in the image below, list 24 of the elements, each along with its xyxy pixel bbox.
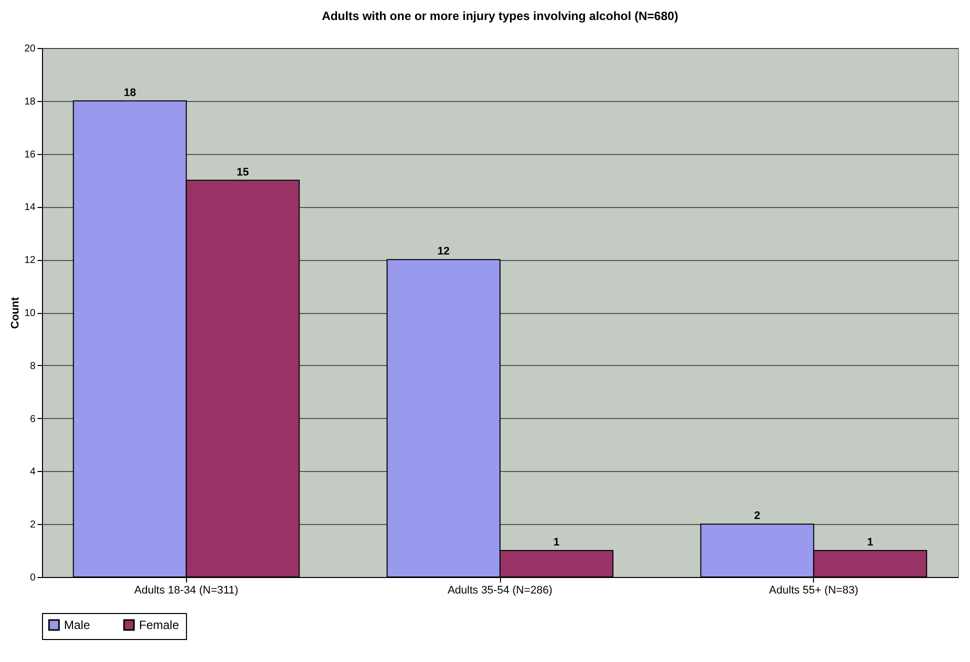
y-tick-label: 14 [24, 202, 36, 214]
y-tick-label: 6 [30, 414, 36, 425]
y-axis-title: Count [9, 296, 22, 329]
data-label: 12 [437, 246, 450, 258]
y-tick-label: 16 [24, 149, 36, 160]
x-tick-label: Adults 55+ (N=83) [769, 584, 858, 596]
data-label: 1 [553, 536, 560, 549]
y-tick-label: 2 [30, 520, 36, 531]
chart-title: Adults with one or more injury types involving alcohol (N=680) [322, 9, 678, 23]
data-label: 2 [754, 510, 760, 522]
y-tick-label: 4 [30, 466, 36, 478]
y-tick-label: 10 [24, 308, 36, 319]
legend-label: Female [139, 618, 180, 632]
legend-label: Male [64, 618, 90, 632]
data-label: 18 [124, 86, 136, 99]
data-label: 15 [236, 166, 249, 178]
data-label: 1 [867, 536, 874, 549]
x-tick-label: Adults 35-54 (N=286) [448, 584, 552, 596]
y-tick-label: 20 [24, 44, 36, 54]
y-tick-label: 0 [30, 572, 36, 584]
y-tick-label: 8 [30, 360, 36, 372]
x-tick-label: Adults 18-34 (N=311) [134, 584, 238, 596]
y-tick-label: 18 [24, 96, 36, 108]
y-tick-label: 12 [24, 255, 36, 266]
